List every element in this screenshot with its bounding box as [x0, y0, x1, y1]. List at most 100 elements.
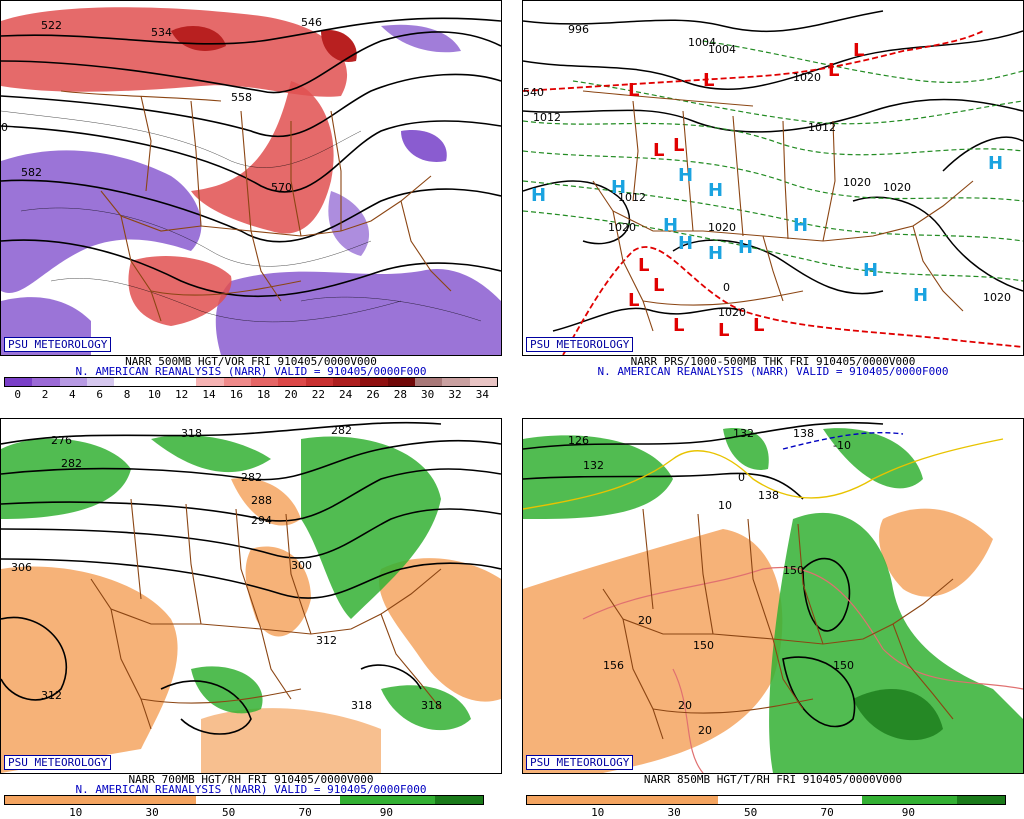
contour-label: 132: [733, 427, 754, 440]
rh-colorbar-ticks: 10 30 50 70 90: [526, 807, 1004, 818]
colorbar-tick-label: 26: [366, 388, 380, 401]
colorbar-swatch: [360, 378, 388, 386]
contour-label: 1004: [688, 36, 716, 49]
colorbar-tick-label: 14: [202, 388, 216, 401]
contour-label: 282: [61, 457, 82, 470]
contour-label: 1020: [608, 221, 636, 234]
contour-label: 150: [693, 639, 714, 652]
map-700mb: 276 282 282 288 294 300 306 312 312 318 318 318 282 …: [0, 418, 502, 774]
vorticity-colorbar: [4, 377, 498, 387]
colorbar-swatch: [469, 378, 497, 386]
svg-text:H: H: [988, 153, 1003, 174]
svg-text:L: L: [653, 140, 664, 161]
colorbar-tick-label: 2: [41, 388, 49, 401]
contour-label: 294: [251, 514, 272, 527]
panel-title-line1: NARR 500MB HGT/VOR FRI 910405/0000V000: [125, 355, 377, 368]
svg-text:H: H: [678, 233, 693, 254]
contour-label: -10: [833, 439, 851, 452]
contour-label: 1020: [983, 291, 1011, 304]
colorbar-tick-label: 18: [257, 388, 271, 401]
contour-label: 138: [758, 489, 779, 502]
contour-label: 20: [678, 699, 692, 712]
svg-text:H: H: [708, 243, 723, 264]
contour-label: 1012: [618, 191, 646, 204]
colorbar-swatch: [59, 378, 87, 386]
svg-text:L: L: [853, 40, 864, 61]
svg-text:L: L: [653, 275, 664, 296]
svg-text:H: H: [531, 185, 546, 206]
svg-text:L: L: [673, 315, 684, 336]
contour-label: 0: [1, 121, 8, 134]
vorticity-colorbar-ticks: 0 2 4 6 8 10 12 14 16 18 20 22 24 26 28 30 32 34: [4, 389, 496, 400]
contour-label: 1020: [718, 306, 746, 319]
contour-label: 288: [251, 494, 272, 507]
colorbar-tick-label: 90: [379, 806, 394, 819]
svg-text:H: H: [678, 165, 693, 186]
panel-500mb-vorticity: 522 534 558 570 582 0 546 PSU METEOROLOGY NARR…: [0, 0, 502, 400]
contour-label: 546: [301, 16, 322, 29]
svg-text:H: H: [913, 285, 928, 306]
psu-meteorology-badge: PSU METEOROLOGY: [4, 337, 112, 352]
contour-label: 126: [568, 434, 589, 447]
contour-label: 276: [51, 434, 72, 447]
colorbar-tick-label: 50: [222, 806, 236, 819]
colorbar-tick-label: 70: [298, 806, 312, 819]
svg-text:H: H: [793, 215, 808, 236]
psu-meteorology-badge: PSU METEOROLOGY: [526, 337, 634, 352]
colorbar-tick-label: 10: [69, 806, 83, 819]
map-850mb: 126 132 132 138 138 150 150 150 156 20 20 20 10 -10 0 …: [522, 418, 1024, 774]
colorbar-swatch: [305, 378, 333, 386]
colorbar-tick-label: 24: [339, 388, 353, 401]
colorbar-swatch: [5, 378, 33, 386]
contour-label: 0: [723, 281, 730, 294]
colorbar-swatch: [32, 378, 60, 386]
colorbar-tick-label: 6: [96, 388, 103, 401]
panel-valid-line: N. AMERICAN REANALYSIS (NARR) VALID = 91…: [597, 365, 949, 378]
panel-title-line1: NARR 700MB HGT/RH FRI 910405/0000V000: [128, 773, 374, 786]
svg-text:H: H: [863, 260, 878, 281]
contour-label: 1012: [533, 111, 561, 124]
colorbar-tick-label: 22: [311, 388, 325, 401]
colorbar-swatch: [168, 378, 197, 386]
rh-colorbar: [526, 795, 1006, 805]
rh-colorbar: [4, 795, 484, 805]
colorbar-swatch: [114, 378, 142, 386]
contour-label: 132: [583, 459, 604, 472]
colorbar-tick-label: 28: [393, 388, 407, 401]
panel-valid-line: N. AMERICAN REANALYSIS (NARR) VALID = 91…: [75, 365, 427, 378]
contour-label: 1004: [708, 43, 736, 56]
contour-label: 1020: [843, 176, 871, 189]
contour-label: 300: [291, 559, 312, 572]
svg-text:L: L: [753, 315, 764, 336]
contour-label: 312: [41, 689, 62, 702]
colorbar-swatch: [141, 378, 169, 386]
colorbar-tick-label: 4: [69, 388, 76, 401]
contour-label: 10: [718, 499, 732, 512]
contour-label: 282: [241, 471, 262, 484]
panel-title-line1: NARR 850MB HGT/T/RH FRI 910405/0000V000: [643, 773, 903, 786]
svg-text:H: H: [663, 215, 678, 236]
panel-valid-line: N. AMERICAN REANALYSIS (NARR) VALID = 91…: [75, 783, 427, 796]
colorbar-tick-label: 70: [820, 806, 834, 819]
contour-label: 1020: [883, 181, 911, 194]
svg-text:H: H: [611, 177, 626, 198]
contour-label: 138: [793, 427, 814, 440]
map-500mb: 522 534 558 570 582 0 546 PSU METEOROLOGY: [0, 0, 502, 356]
colorbar-tick-label: 32: [448, 388, 462, 401]
colorbar-tick-label: 90: [901, 806, 916, 819]
rh-700-field: 276 282 282 288 294 300 306 312 312 318 318 318 282: [1, 421, 501, 773]
contour-label: 318: [351, 699, 372, 712]
colorbar-swatch: [332, 378, 361, 386]
contour-label: 1020: [793, 71, 821, 84]
contour-label: 534: [151, 26, 172, 39]
contour-label: 540: [523, 86, 544, 99]
contour-label: 1020: [708, 221, 736, 234]
colorbar-swatch: [387, 378, 415, 386]
svg-text:L: L: [628, 290, 639, 311]
contour-label: 522: [41, 19, 62, 32]
contour-label: 318: [421, 699, 442, 712]
contour-label: 150: [783, 564, 804, 577]
